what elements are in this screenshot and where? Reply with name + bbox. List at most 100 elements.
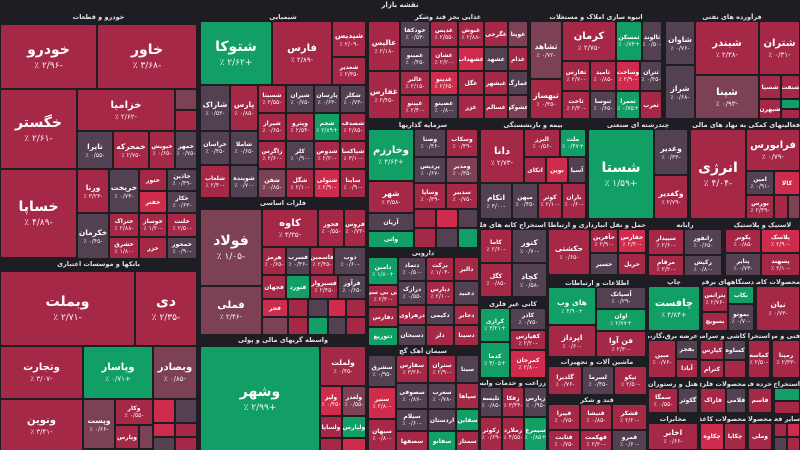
tile-شپدیس[interactable]: شپدیس ٪ ۲/۰۹- <box>333 22 365 56</box>
tile-شاوان[interactable]: شاوان ٪ ۰/۷۶- <box>666 22 694 64</box>
tile-وپاسار[interactable]: وپاسار ٪ ۰/۷۱+ <box>84 347 152 398</box>
tile-بترانس[interactable]: بترانس ٪ ۲/۷۶- <box>703 287 727 311</box>
tile-ونوین[interactable]: ونوین ٪ ۳/۴۱- <box>1 400 82 450</box>
tile-شوینده[interactable]: شوینده ٪ ۰/۷۰- <box>231 166 257 197</box>
tile-وپست[interactable]: وپست ٪ ۰/۶۶- <box>84 400 114 448</box>
tile-غمارگ[interactable]: غمارگ <box>509 72 527 94</box>
tile-سمگا[interactable]: سمگا ٪ ۰/۵۵- <box>649 389 677 412</box>
tile-filler[interactable] <box>788 424 799 436</box>
tile-شهر[interactable]: شهر ٪ ۳/۵۸- <box>369 182 413 212</box>
tile-کوثر[interactable]: کوثر ٪ ۲/۱۰- <box>539 184 561 218</box>
tile-فلامی[interactable]: فلامی <box>727 389 745 412</box>
tile-فن آوا[interactable]: فن آوا ٪ ۲/۳۰- <box>597 332 645 356</box>
tile-ومدیر[interactable]: ومدیر ٪ ۰/۳۵- <box>447 158 477 182</box>
tile-خلنت[interactable]: خلنت ٪ ۲/۵۰- <box>168 214 196 236</box>
tile-شدوص[interactable]: شدوص ٪ ۲/۲۰- <box>315 142 339 168</box>
tile-چکاوه[interactable]: چکاوه <box>701 424 723 449</box>
tile-اتکای[interactable]: اتکای <box>525 158 545 182</box>
tile-کدما[interactable]: کدما ٪ ۴/۰۵+ <box>481 343 509 377</box>
tile-چافست[interactable]: چافست ٪ ۴/۸۴+ <box>649 287 699 330</box>
tile-سپاها[interactable]: سپاها <box>457 384 478 408</box>
tile-غویتا[interactable]: غویتا <box>509 22 527 46</box>
tile-قنیشا[interactable]: قنیشا ٪ ۰/۸۵- <box>581 405 611 429</box>
tile-ثاخت[interactable]: ثاخت ٪ ۲/۳۰- <box>563 92 589 118</box>
tile-سصوفی[interactable]: سصوفی ٪ ۰/۸۷- <box>397 384 427 408</box>
tile-تملت[interactable] <box>775 196 787 218</box>
tile-سیمرغ[interactable]: سیمرغ ٪ ۰/۸۵+ <box>525 418 546 450</box>
tile-اپرداز[interactable]: اپرداز ٪ ۰/۶۰- <box>549 326 595 356</box>
tile-کگل[interactable]: کگل ٪ ۰/۸۵- <box>481 264 511 296</box>
tile-غنوش[interactable]: غنوش ٪ ۲/۸۸- <box>459 22 483 46</box>
tile-خودرو[interactable]: خودرو ٪ ۲/۹۶- <box>1 25 96 88</box>
tile-نیان[interactable]: نیان ٪ ۰/۷۳- <box>757 287 799 330</box>
tile-تلیسه[interactable]: تلیسه ٪ ۰/۸۵- <box>481 388 501 416</box>
tile-غبشهر[interactable]: غبشهر <box>485 72 507 94</box>
tile-ثغرب[interactable]: ثغرب <box>641 92 661 118</box>
tile-خودکفا[interactable]: خودکفا ٪ ۰/۵۳- <box>401 22 429 46</box>
tile-filler[interactable] <box>437 229 457 247</box>
tile-فارس[interactable]: فارس ٪ ۲/۸۹- <box>273 22 331 84</box>
tile-آسیا[interactable]: آسیا <box>569 158 585 182</box>
tile-سمتاز[interactable]: سمتاز <box>457 432 478 450</box>
tile-غشهداب[interactable]: غشهداب <box>459 48 483 70</box>
tile-وشهر[interactable]: وشهر ٪ ۲/۹۹+ <box>201 347 319 450</box>
tile-غشان[interactable]: غشان ٪ ۲/۲۰- <box>431 48 457 70</box>
tile-شراز[interactable]: شراز ٪ ۰/۶۸- <box>666 66 694 118</box>
tile-خکار[interactable]: خکار ٪ ۰/۶۳- <box>168 192 196 212</box>
tile-فجهان[interactable]: فجهان <box>263 276 285 298</box>
tile-شستا[interactable]: شستا ٪ ۱/۵۹+ <box>589 130 653 218</box>
tile-کاذر[interactable]: کاذر ٪ ۰/۷۵- <box>511 309 545 329</box>
tile-غدیس[interactable]: غدیس ٪ ۲/۵۵- <box>431 22 457 46</box>
tile-غشهد[interactable]: غشهد <box>485 48 507 70</box>
tile-حکشتی[interactable]: حکشتی ٪ ۰/۶۵- <box>549 230 589 274</box>
tile-خشرق[interactable]: خشرق ٪ ۱/۸۰- <box>110 238 138 258</box>
tile-پردیس[interactable]: پردیس ٪ ۰/۶۷- <box>415 158 445 182</box>
tile-بکاب[interactable]: بکاب <box>729 287 753 303</box>
tile-خاذین[interactable]: خاذین ٪ ۰/۴۹- <box>168 170 196 190</box>
tile-وخارزم[interactable]: وخارزم ٪ ۴/۶۴+ <box>369 130 413 180</box>
tile-غسالم[interactable]: غسالم <box>485 96 507 118</box>
tile-غگل[interactable]: غگل <box>459 72 483 94</box>
tile-شصدف[interactable]: شصدف ٪ ۲/۸۵- <box>341 114 365 140</box>
tile-بفجر[interactable]: بفجر <box>677 341 697 358</box>
tile-filler[interactable] <box>309 300 327 316</box>
tile-بسویچ[interactable]: بسویچ <box>703 313 727 330</box>
tile-غفارس[interactable]: غفارس ٪ ۲/۴۵- <box>369 72 399 118</box>
tile-وسکاب[interactable]: وسکاب ٪ ۰/۴۹- <box>447 130 477 156</box>
tile-سفارس[interactable]: سفارس ٪ ۳/۲۶- <box>397 356 427 382</box>
tile-دالبر[interactable]: دالبر <box>455 258 478 280</box>
tile-بورس[interactable]: بورس ٪ ۲/۴۹- <box>747 196 773 218</box>
tile-شغدیر[interactable]: شغدیر ٪ ۲/۳۵- <box>333 58 365 84</box>
tile-خفنر[interactable]: خفنر <box>140 192 166 212</box>
tile-وسینا[interactable] <box>140 426 152 448</box>
tile-کاما[interactable]: کاما ٪ ۲/۶۰- <box>481 230 511 262</box>
tile-فجر[interactable]: فجر <box>263 300 287 316</box>
tile-البرز[interactable]: البرز ٪ ۰/۵۶- <box>525 130 559 156</box>
tile-دکیمی[interactable]: دکیمی <box>427 306 453 324</box>
tile-وکار[interactable]: وکار ٪ ۰/۵۵- <box>116 400 152 424</box>
tile-کمرجان[interactable]: کمرجان ٪ ۲/۸۰- <box>511 351 545 377</box>
tile-دانا[interactable]: دانا ٪ ۲/۷۳- <box>481 130 523 182</box>
tile-فرآور[interactable]: فرآور ٪ ۰/۶۵- <box>339 276 365 298</box>
tile-خگستر[interactable]: خگستر ٪ ۲/۶۱- <box>1 90 76 168</box>
tile-زپارس[interactable]: زپارس ٪ ۰/۹۵- <box>525 388 546 416</box>
tile-کپارس[interactable]: کپارس <box>701 341 723 359</box>
tile-وپترو[interactable]: وپترو ٪ ۲/۵۴- <box>287 114 313 140</box>
tile-پارسان[interactable]: پارسان ٪ ۰/۶۳- <box>315 86 339 112</box>
tile-filler[interactable] <box>329 318 345 334</box>
tile-غدینو[interactable]: غدینو ٪ ۲/۶۵- <box>431 72 457 94</box>
tile-پتایر[interactable]: پتایر ٪ ۰/۷۳- <box>726 254 760 275</box>
tile-اتکام[interactable]: اتکام ٪ ۳/۰۰- <box>481 184 511 218</box>
tile-filler[interactable] <box>437 210 457 227</box>
tile-قاسم[interactable]: قاسم <box>749 389 771 412</box>
tile-سنیر[interactable]: سنیر ٪ ۲/۸۰- <box>369 388 395 418</box>
tile-کالا[interactable]: کالا <box>775 172 799 194</box>
tile-وساپا[interactable]: وساپا ٪ ۰/۳۹- <box>415 184 445 208</box>
tile-فخوز[interactable]: فخوز ٪ ۰/۵۵- <box>319 210 343 246</box>
tile-دتماد[interactable]: دتماد ٪ ۰/۵۰- <box>399 258 425 280</box>
tile-ولپارس[interactable]: ولپارس <box>343 417 365 437</box>
tile-ثامید[interactable]: ثامید ٪ ۰/۸۵- <box>591 62 615 90</box>
tile-دسبحان[interactable]: دسبحان <box>399 326 425 345</box>
tile-filler[interactable] <box>415 229 435 247</box>
tile-فروس[interactable]: فروس ٪ ۰/۷۳- <box>345 210 365 246</box>
